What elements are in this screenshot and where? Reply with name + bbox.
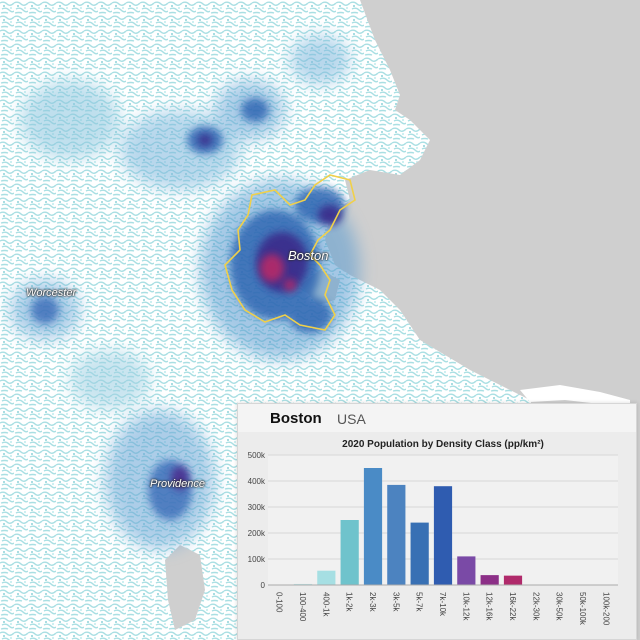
bar: [433, 486, 453, 585]
city-label-boston: Boston: [288, 248, 329, 263]
density-overlay: [10, 35, 360, 550]
x-tick-label: 2k-3k: [368, 592, 377, 613]
bar: [387, 484, 406, 585]
city-label-worcester: Worcester: [26, 287, 77, 299]
chart-title: 2020 Population by Density Class (pp/km²…: [342, 439, 544, 450]
x-tick-label: 100-400: [298, 592, 307, 622]
x-tick-label: 30k-50k: [555, 592, 564, 621]
y-tick-label: 100k: [248, 555, 266, 564]
bar: [457, 556, 476, 585]
city-label-providence: Providence: [150, 478, 206, 490]
y-tick-label: 0: [261, 581, 266, 590]
bar: [480, 575, 499, 585]
bar: [340, 520, 359, 585]
panel-city-name: Boston: [270, 410, 322, 427]
bar: [317, 570, 336, 585]
x-tick-label: 50k-100k: [578, 592, 587, 626]
bay-inlet: [165, 545, 205, 630]
bar: [410, 522, 429, 585]
panel-header: Boston USA: [238, 404, 636, 432]
y-tick-label: 300k: [248, 503, 266, 512]
x-tick-label: 7k-10k: [438, 592, 447, 617]
x-tick-label: 5k-7k: [415, 592, 424, 613]
x-tick-label: 16k-22k: [508, 592, 517, 621]
y-tick-label: 500k: [248, 451, 266, 460]
x-tick-label: 0-100: [275, 592, 284, 613]
city-info-panel: Boston USA 2020 Population by Density Cl…: [237, 403, 637, 640]
density-class-bar-chart: 2020 Population by Density Class (pp/km²…: [248, 439, 618, 626]
x-tick-label: 1k-2k: [345, 592, 354, 613]
bar: [503, 575, 523, 585]
boston-city-boundary[interactable]: [224, 174, 356, 331]
x-tick-label: 22k-30k: [531, 592, 540, 621]
y-tick-label: 400k: [248, 477, 266, 486]
y-tick-label: 200k: [248, 529, 266, 538]
x-tick-label: 10k-12k: [461, 592, 470, 621]
bar: [293, 583, 313, 585]
panel-country-name: USA: [337, 411, 366, 427]
x-tick-label: 3k-5k: [391, 592, 400, 613]
bar: [363, 468, 383, 585]
cape-land: [520, 385, 630, 408]
x-tick-label: 100k-200: [601, 592, 610, 626]
x-tick-label: 400-1k: [321, 592, 330, 617]
x-tick-label: 12k-16k: [485, 592, 494, 621]
